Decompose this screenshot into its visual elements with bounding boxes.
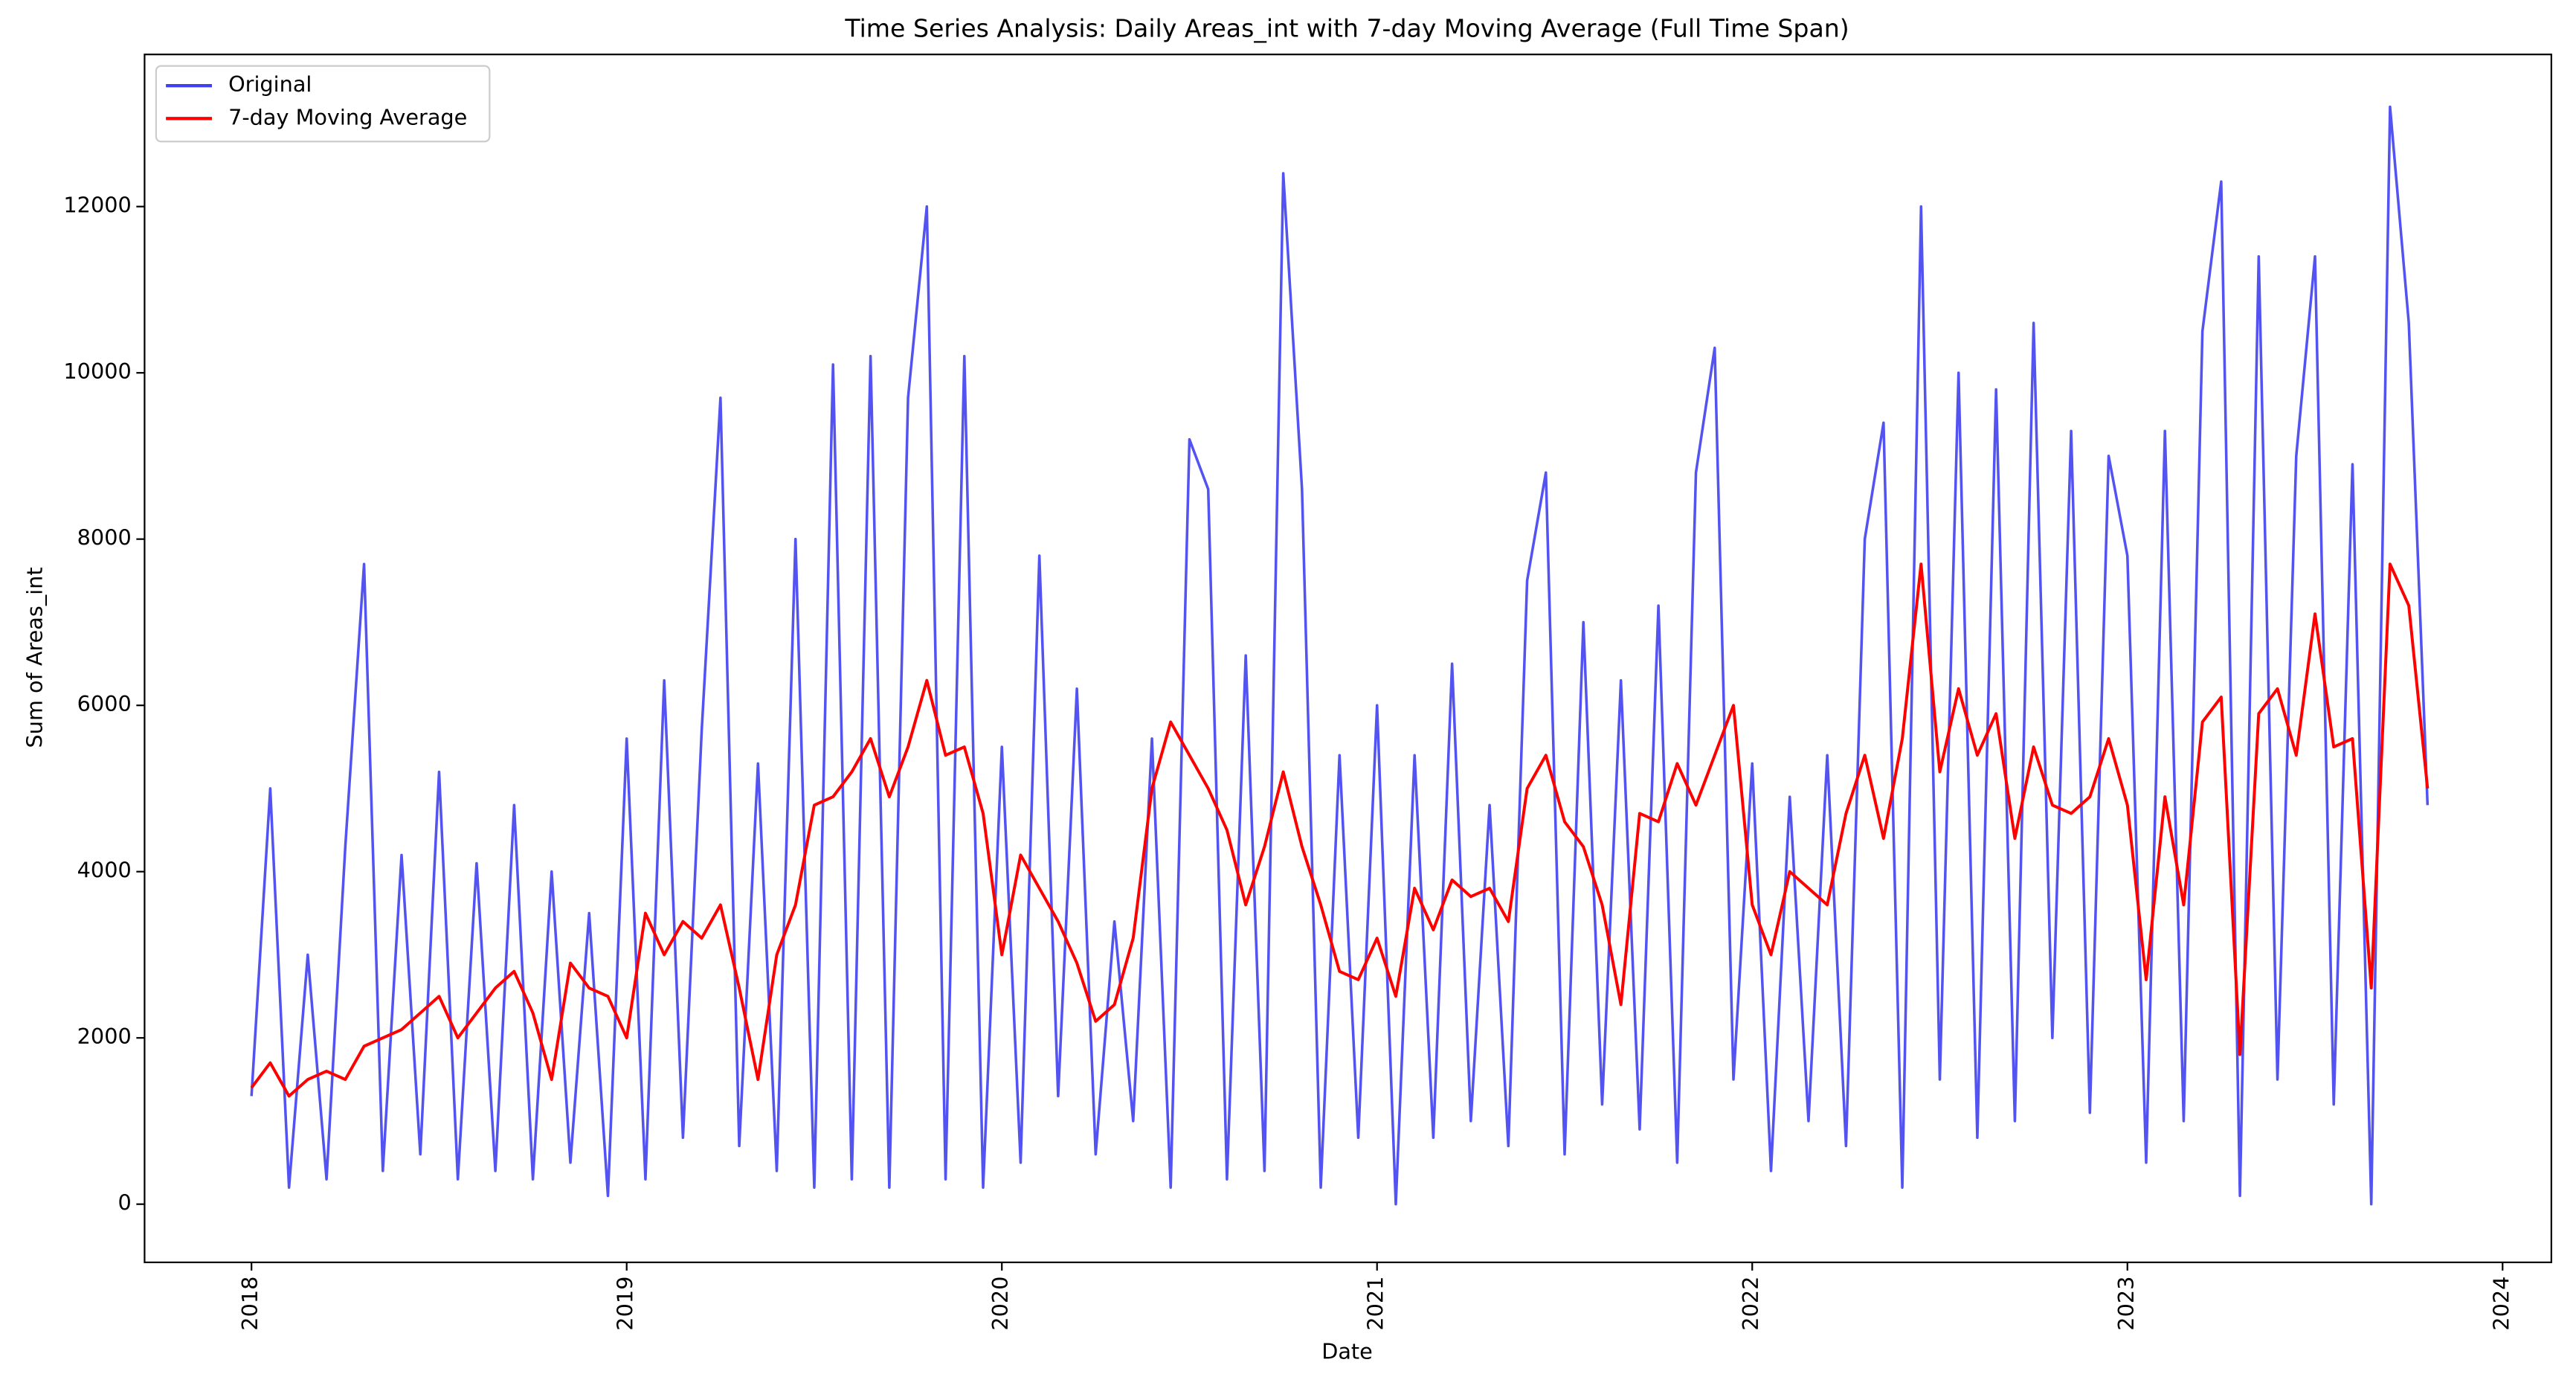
legend-label: 7-day Moving Average: [228, 104, 467, 129]
x-tick-label: 2018: [237, 1277, 263, 1331]
y-tick-label: 12000: [63, 193, 131, 218]
y-axis-label: Sum of Areas_int: [22, 567, 48, 748]
y-tick-label: 4000: [77, 858, 132, 883]
legend-box: [155, 65, 491, 143]
x-tick-label: 2022: [1738, 1277, 1763, 1331]
y-tick-label: 6000: [77, 691, 132, 716]
plot-frame: [144, 54, 2552, 1264]
y-tick-label: 2000: [77, 1024, 132, 1049]
x-tick-label: 2020: [988, 1277, 1013, 1331]
y-tick-label: 10000: [63, 359, 131, 384]
x-tick-label: 2021: [1363, 1277, 1388, 1331]
x-tick-label: 2024: [2488, 1277, 2514, 1331]
series-line: [250, 562, 2430, 1098]
x-tick-label: 2019: [613, 1277, 638, 1331]
chart-title: Time Series Analysis: Daily Areas_int wi…: [844, 14, 1849, 43]
y-tick-label: 0: [117, 1190, 131, 1216]
x-tick-label: 2023: [2113, 1277, 2139, 1331]
series-line: [250, 105, 2430, 1206]
y-tick-label: 8000: [77, 525, 132, 550]
legend-label: Original: [228, 71, 312, 97]
x-axis-label: Date: [1321, 1338, 1373, 1364]
